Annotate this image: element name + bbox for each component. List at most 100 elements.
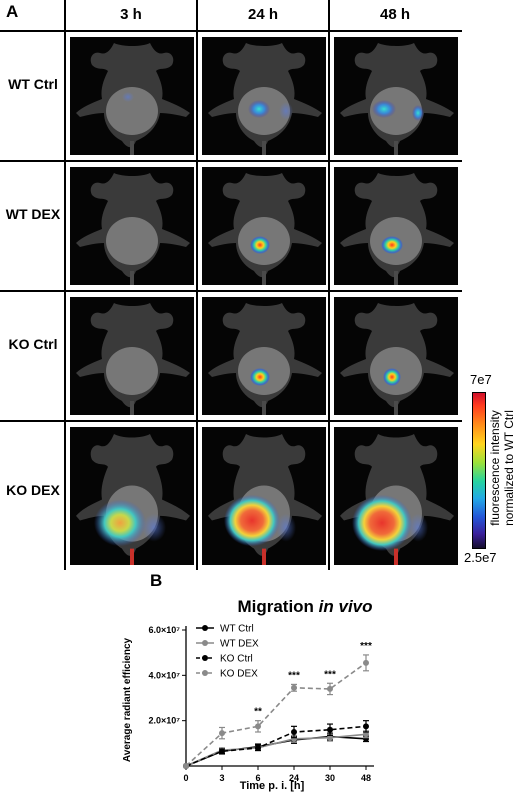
row-header-wt-ctrl: WT Ctrl — [8, 76, 58, 92]
data-point — [291, 729, 297, 735]
mouse-image — [76, 173, 190, 285]
significance-marker: ** — [254, 707, 262, 718]
significance-marker: *** — [360, 641, 372, 652]
data-point — [363, 723, 369, 730]
imaging-cell-wt-ctrl-48h — [334, 37, 458, 155]
x-tick-label: 3 — [219, 773, 224, 783]
colorbar: 7e7 2.5e7 fluorescence intensity normali… — [464, 372, 518, 570]
data-point — [255, 723, 261, 730]
mouse-image — [76, 303, 190, 415]
fluorescence-signal — [224, 494, 280, 547]
mouse-image — [208, 43, 322, 155]
mouse-tail — [262, 141, 266, 155]
imaging-cell-ko-ctrl-48h — [334, 297, 458, 415]
fluorescence-signal — [250, 236, 270, 254]
imaging-cell-ko-dex-24h — [202, 427, 326, 565]
imaging-cell-ko-ctrl-24h — [202, 297, 326, 415]
fluorescence-signal — [122, 92, 134, 102]
mouse-abdomen — [106, 87, 158, 135]
mouse-image — [208, 303, 322, 415]
imaging-cell-ko-dex-48h — [334, 427, 458, 565]
mouse-tail — [262, 401, 266, 415]
mouse-image — [76, 43, 190, 155]
mouse-tail — [262, 271, 266, 285]
mouse-image — [340, 434, 454, 565]
migration-line-chart: Migration in vivo Average radiant effici… — [122, 597, 374, 792]
x-axis-label: Time p. i. [h] — [240, 780, 305, 792]
colorbar-title: fluorescence intensity normalized to WT … — [488, 393, 518, 543]
panel-b-label: B — [150, 571, 163, 590]
imaging-cell-wt-ctrl-24h — [202, 37, 326, 155]
data-point — [327, 685, 333, 692]
mouse-tail — [130, 271, 134, 285]
colorbar-title-line2: normalized to WT Ctrl — [502, 410, 516, 526]
chart-title: Migration in vivo — [237, 597, 372, 616]
data-point — [219, 748, 225, 755]
fluorescence-signal — [352, 494, 412, 551]
grid-horizontal-line — [0, 290, 462, 292]
significance-marker: *** — [288, 670, 300, 681]
fluorescence-signal — [408, 513, 428, 542]
fluorescence-signal — [279, 102, 293, 120]
grid-horizontal-line — [0, 160, 462, 162]
significance-marker: *** — [324, 669, 336, 680]
row-header-ko-ctrl: KO Ctrl — [8, 336, 58, 352]
fluorescence-signal — [383, 368, 401, 386]
mouse-image — [340, 173, 454, 285]
mouse-tail — [394, 271, 398, 285]
data-point — [363, 659, 369, 666]
data-point — [291, 684, 297, 691]
legend-label: KO Ctrl — [220, 654, 253, 665]
legend-marker — [202, 625, 208, 631]
data-point — [255, 744, 261, 751]
mouse-abdomen — [370, 87, 422, 135]
mouse-tail — [130, 141, 134, 155]
grid-vertical-line — [64, 0, 66, 570]
panel-a-label: A — [6, 2, 19, 21]
x-tick-label: 0 — [183, 773, 188, 783]
fluorescence-signal — [381, 236, 403, 254]
fluorescence-signal — [412, 105, 424, 121]
mouse-image — [208, 434, 322, 565]
mouse-tail — [262, 548, 266, 565]
grid-vertical-line — [196, 0, 198, 570]
series-wt-dex — [183, 730, 369, 769]
series-line — [185, 662, 367, 767]
row-header-wt-dex: WT DEX — [5, 206, 61, 222]
colorbar-min-label: 2.5e7 — [464, 550, 497, 565]
column-header-24h: 24 h — [247, 6, 278, 23]
grid-vertical-line — [328, 0, 330, 570]
fluorescence-signal — [250, 368, 270, 386]
imaging-cell-wt-dex-48h — [334, 167, 458, 285]
data-point — [327, 734, 333, 741]
mouse-abdomen — [106, 217, 158, 265]
legend-label: KO DEX — [220, 669, 258, 680]
grid-horizontal-line — [0, 420, 462, 422]
y-tick-label: 2.0×10⁷ — [149, 716, 181, 726]
mouse-image — [340, 303, 454, 415]
series-line — [185, 725, 367, 767]
mouse-tail — [394, 141, 398, 155]
series-ko-ctrl — [183, 720, 369, 769]
mouse-image — [340, 43, 454, 155]
column-header-48h: 48 h — [379, 6, 410, 23]
imaging-cell-wt-ctrl-3h — [70, 37, 194, 155]
x-tick-label: 6 — [255, 773, 260, 783]
grid-horizontal-line — [0, 30, 462, 32]
fluorescence-signal — [94, 499, 146, 547]
x-tick-label: 24 — [289, 773, 299, 783]
mouse-tail — [394, 401, 398, 415]
legend-marker — [202, 655, 208, 661]
legend-label: WT DEX — [220, 639, 259, 650]
colorbar-max-label: 7e7 — [470, 372, 492, 387]
legend-marker — [202, 640, 208, 646]
y-tick-label: 4.0×10⁷ — [149, 670, 181, 680]
chart-title-plain: Migration — [237, 597, 318, 616]
y-axis-label: Average radiant efficiency — [122, 638, 133, 763]
x-tick-label: 48 — [361, 773, 371, 783]
data-point — [219, 730, 225, 737]
mouse-tail — [394, 548, 398, 565]
mouse-tail — [130, 548, 134, 565]
fluorescence-signal — [142, 513, 166, 542]
series-wt-ctrl — [183, 732, 369, 769]
